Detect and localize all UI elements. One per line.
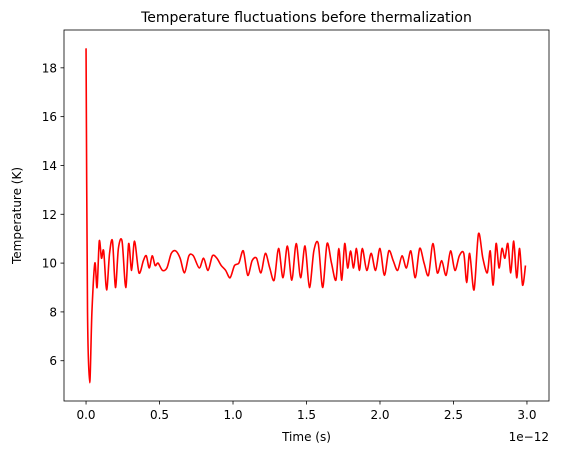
- series-layer: [85, 48, 527, 384]
- chart-title: Temperature fluctuations before thermali…: [140, 10, 472, 26]
- y-axis-title: Temperature (K): [10, 167, 24, 265]
- y-tick-label: 14: [42, 159, 57, 173]
- x-tick-label: 3.0: [517, 408, 536, 422]
- x-tick-label: 0.5: [150, 408, 169, 422]
- plot-frame: [63, 29, 550, 402]
- series-line-0: [85, 48, 527, 384]
- x-tick-label: 2.5: [444, 408, 463, 422]
- x-axis-offset-label: 1e−12: [509, 430, 549, 444]
- x-tick-label: 1.5: [297, 408, 316, 422]
- plot-background: [64, 30, 549, 401]
- x-axis-ticks: 0.0 0.5 1.0 1.5 2.0 2.5 3.0: [76, 401, 537, 422]
- y-tick-label: 18: [42, 61, 57, 75]
- y-tick-label: 8: [49, 305, 57, 319]
- y-tick-label: 12: [42, 208, 57, 222]
- y-tick-label: 6: [49, 354, 57, 368]
- x-axis-title: Time (s): [281, 430, 331, 444]
- y-axis-ticks: 6 8 10 12 14 16 18: [42, 61, 64, 368]
- x-tick-label: 0.0: [76, 408, 95, 422]
- y-tick-label: 10: [42, 257, 57, 271]
- x-tick-label: 1.0: [223, 408, 242, 422]
- y-tick-label: 16: [42, 110, 57, 124]
- x-tick-label: 2.0: [370, 408, 389, 422]
